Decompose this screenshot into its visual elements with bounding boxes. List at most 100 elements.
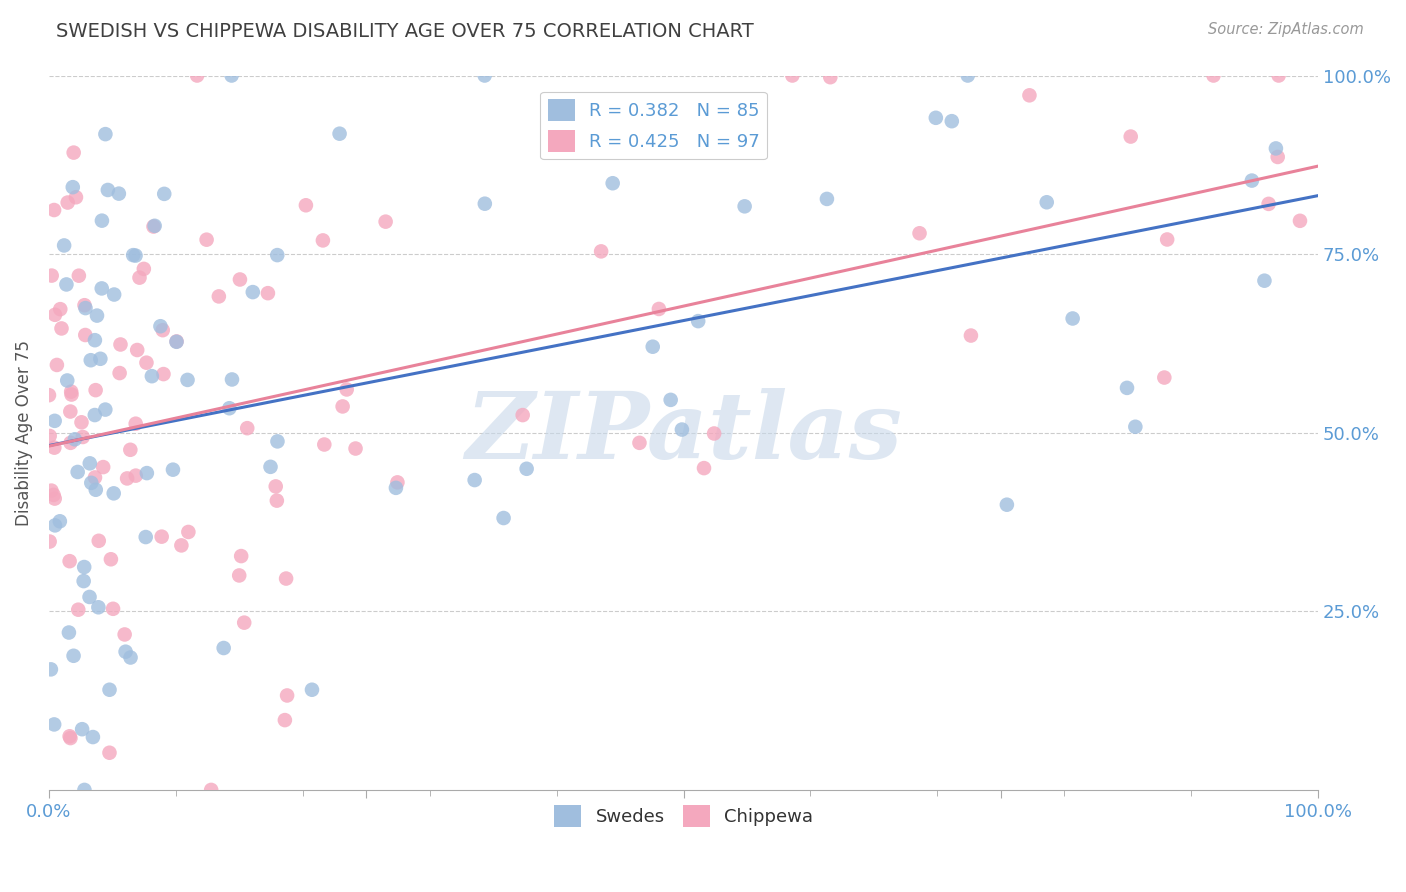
Point (1153, 370, 1175, 384)
Point (1289, 214, 1312, 228)
Point (103, 287, 125, 301)
Point (170, 538, 193, 552)
Point (115, 471, 138, 485)
Point (51, 321, 73, 335)
Point (908, 227, 931, 241)
Point (114, 645, 136, 659)
Point (44, 308, 66, 322)
Point (233, 615, 256, 630)
Point (492, 511, 515, 525)
Point (1116, 381, 1139, 395)
Point (1253, 274, 1275, 288)
Point (186, 69, 208, 83)
Point (242, 285, 264, 299)
Point (84, 383, 107, 397)
Point (90, 281, 112, 295)
Point (44, 518, 66, 533)
Point (97, 183, 120, 197)
Point (671, 423, 693, 437)
Point (101, 602, 124, 616)
Point (72, 430, 94, 444)
Text: Source: ZipAtlas.com: Source: ZipAtlas.com (1208, 22, 1364, 37)
Point (42, 488, 65, 502)
Point (266, 493, 288, 508)
Point (75, 301, 97, 315)
Point (602, 176, 624, 190)
Point (208, 289, 231, 303)
Point (86, 309, 108, 323)
Point (55, 277, 77, 292)
Point (295, 198, 318, 212)
Point (266, 434, 288, 449)
Point (336, 383, 359, 397)
Point (218, 401, 240, 416)
Point (80, 475, 103, 490)
Point (41, 483, 63, 498)
Point (150, 530, 173, 544)
Point (67, 603, 90, 617)
Point (177, 524, 200, 539)
Point (266, 248, 288, 262)
Point (60, 387, 83, 401)
Point (1240, 173, 1263, 187)
Point (221, 372, 243, 386)
Point (1156, 232, 1178, 246)
Point (332, 400, 354, 414)
Point (135, 530, 157, 544)
Point (385, 481, 408, 495)
Point (734, 199, 756, 213)
Point (301, 682, 323, 697)
Point (259, 459, 281, 474)
Point (212, 640, 235, 655)
Point (153, 186, 176, 201)
Point (659, 392, 682, 407)
Point (125, 468, 148, 483)
Point (120, 650, 142, 665)
Point (141, 369, 163, 384)
Point (541, 140, 564, 154)
Point (122, 248, 145, 262)
Point (274, 572, 297, 586)
Point (703, 426, 725, 441)
Point (135, 356, 157, 370)
Point (1267, 69, 1289, 83)
Point (114, 627, 136, 641)
Legend: Swedes, Chippewa: Swedes, Chippewa (547, 798, 820, 835)
Point (1035, 195, 1057, 210)
Point (124, 249, 146, 263)
Point (329, 127, 352, 141)
Point (98, 746, 121, 760)
Point (83, 333, 105, 347)
Point (152, 367, 174, 381)
Point (120, 442, 142, 457)
Text: SWEDISH VS CHIPPEWA DISABILITY AGE OVER 75 CORRELATION CHART: SWEDISH VS CHIPPEWA DISABILITY AGE OVER … (56, 22, 754, 41)
Point (995, 498, 1018, 512)
Point (38, 429, 60, 443)
Point (110, 337, 132, 351)
Point (87, 533, 110, 548)
Point (1267, 150, 1289, 164)
Point (44, 491, 66, 506)
Point (221, 69, 243, 83)
Point (312, 234, 335, 248)
Point (53, 238, 76, 252)
Point (80, 353, 103, 368)
Point (166, 334, 188, 349)
Point (149, 319, 172, 334)
Point (228, 568, 250, 582)
Point (274, 713, 297, 727)
Point (1202, 69, 1225, 83)
Point (58, 625, 80, 640)
Point (39, 662, 62, 676)
Point (41, 268, 63, 283)
Point (960, 328, 983, 343)
Point (264, 479, 287, 493)
Point (229, 272, 252, 286)
Point (641, 340, 664, 354)
Point (474, 196, 496, 211)
Point (70, 722, 93, 736)
Point (512, 408, 534, 422)
Point (464, 473, 486, 487)
Point (152, 323, 174, 337)
Point (70, 415, 93, 429)
